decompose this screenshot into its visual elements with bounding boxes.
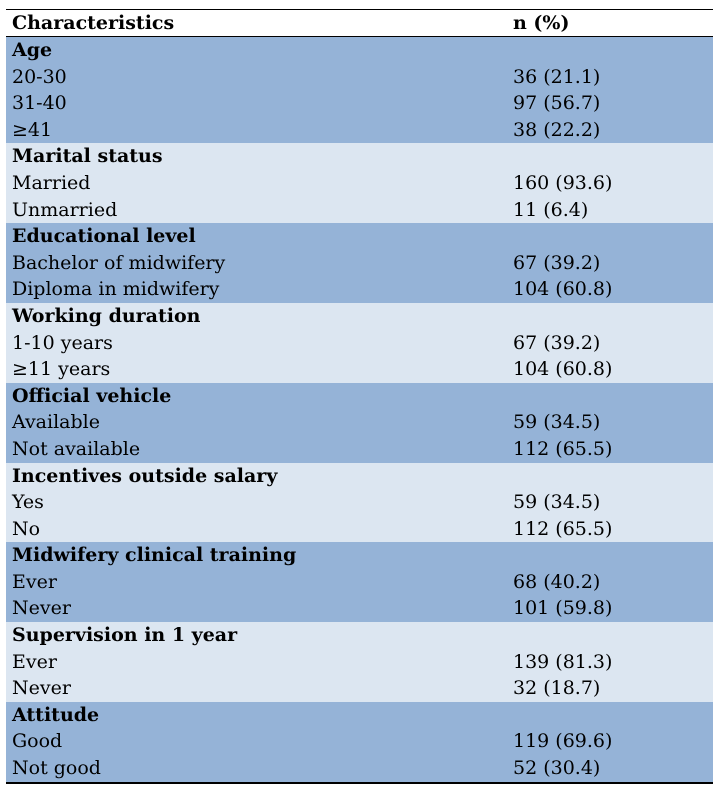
header-n-percent: n (%) xyxy=(513,12,570,34)
row-value: 11 (6.4) xyxy=(513,198,589,221)
row-label: 20-30 xyxy=(12,65,67,88)
category-label: Midwifery clinical training xyxy=(6,542,713,569)
row-value: 67 (39.2) xyxy=(513,251,601,274)
row-value: 139 (81.3) xyxy=(513,650,613,673)
table-row: Available 59 (34.5) xyxy=(6,409,713,436)
table-row: 20-30 36 (21.1) xyxy=(6,64,713,91)
row-label: Yes xyxy=(12,491,44,514)
header-characteristics: Characteristics xyxy=(12,12,175,34)
row-label: Not good xyxy=(12,757,101,780)
row-value: 112 (65.5) xyxy=(513,517,613,540)
row-value: 68 (40.2) xyxy=(513,570,601,593)
category-title: Attitude xyxy=(12,703,100,726)
category-title: Midwifery clinical training xyxy=(12,544,297,567)
row-value: 59 (34.5) xyxy=(513,491,601,514)
row-label: Bachelor of midwifery xyxy=(12,251,226,274)
category-label: Age xyxy=(6,37,713,64)
row-value: 52 (30.4) xyxy=(513,757,601,780)
category-title: Age xyxy=(12,39,53,61)
row-value: 59 (34.5) xyxy=(513,411,601,434)
table-row: No 112 (65.5) xyxy=(6,516,713,543)
row-label: Available xyxy=(12,411,100,434)
table-row: Yes 59 (34.5) xyxy=(6,489,713,516)
group-marital-status: Marital status Married 160 (93.6) Unmarri… xyxy=(6,143,713,224)
table-row: Not available 112 (65.5) xyxy=(6,436,713,463)
table-row: Ever 68 (40.2) xyxy=(6,569,713,596)
category-label: Attitude xyxy=(6,702,713,729)
row-label: Never xyxy=(12,597,71,620)
category-title: Working duration xyxy=(12,304,201,327)
row-label: ≥41 xyxy=(12,118,53,141)
table-row: Not good 52 (30.4) xyxy=(6,755,713,782)
table-row: Married 160 (93.6) xyxy=(6,170,713,197)
category-title: Supervision in 1 year xyxy=(12,624,238,647)
row-value: 67 (39.2) xyxy=(513,331,601,354)
row-value: 160 (93.6) xyxy=(513,171,613,194)
group-official-vehicle: Official vehicle Available 59 (34.5) Not … xyxy=(6,382,713,463)
category-label: Educational level xyxy=(6,223,713,250)
row-label: Ever xyxy=(12,570,57,593)
category-label: Supervision in 1 year xyxy=(6,622,713,649)
table-row: Unmarried 11 (6.4) xyxy=(6,197,713,224)
category-label: Incentives outside salary xyxy=(6,463,713,490)
row-value: 104 (60.8) xyxy=(513,278,613,301)
table-header: Characteristics n (%) xyxy=(6,10,713,37)
table-row: ≥11 years 104 (60.8) xyxy=(6,356,713,383)
category-label: Marital status xyxy=(6,143,713,170)
table-row: Diploma in midwifery 104 (60.8) xyxy=(6,276,713,303)
category-label: Official vehicle xyxy=(6,383,713,410)
table-row: Good 119 (69.6) xyxy=(6,728,713,755)
row-value: 112 (65.5) xyxy=(513,437,613,460)
table-row: 31-40 97 (56.7) xyxy=(6,90,713,117)
group-attitude: Attitude Good 119 (69.6) Not good 52 (30.4… xyxy=(6,701,713,782)
table-row: 1-10 years 67 (39.2) xyxy=(6,330,713,357)
group-educational-level: Educational level Bachelor of midwifery 6… xyxy=(6,223,713,303)
category-title: Official vehicle xyxy=(12,384,172,407)
characteristics-table: Characteristics n (%) Age 20-30 36 (21.1)… xyxy=(6,9,713,784)
row-value: 36 (21.1) xyxy=(513,65,601,88)
group-age: Age 20-30 36 (21.1) 31-40 97 (56.7) ≥41 38 … xyxy=(6,37,713,144)
row-value: 97 (56.7) xyxy=(513,92,601,115)
table-row: ≥41 38 (22.2) xyxy=(6,117,713,144)
category-title: Marital status xyxy=(12,145,163,168)
category-title: Incentives outside salary xyxy=(12,464,278,487)
category-label: Working duration xyxy=(6,303,713,330)
table-row: Never 32 (18.7) xyxy=(6,675,713,702)
row-value: 32 (18.7) xyxy=(513,677,601,700)
row-value: 38 (22.2) xyxy=(513,118,601,141)
table-row: Bachelor of midwifery 67 (39.2) xyxy=(6,250,713,277)
group-supervision: Supervision in 1 year Ever 139 (81.3) Nev… xyxy=(6,622,713,702)
group-clinical-training: Midwifery clinical training Ever 68 (40.2… xyxy=(6,542,713,623)
table-row: Never 101 (59.8) xyxy=(6,595,713,622)
row-value: 119 (69.6) xyxy=(513,730,613,753)
group-incentives: Incentives outside salary Yes 59 (34.5) N… xyxy=(6,462,713,543)
row-label: Married xyxy=(12,171,91,194)
row-label: Good xyxy=(12,730,63,753)
row-label: ≥11 years xyxy=(12,358,111,381)
row-label: Ever xyxy=(12,650,57,673)
row-label: 1-10 years xyxy=(12,331,113,354)
row-value: 101 (59.8) xyxy=(513,597,613,620)
row-value: 104 (60.8) xyxy=(513,358,613,381)
category-title: Educational level xyxy=(12,225,196,248)
row-label: Diploma in midwifery xyxy=(12,278,220,301)
row-label: 31-40 xyxy=(12,92,67,115)
table-row: Ever 139 (81.3) xyxy=(6,649,713,676)
row-label: Not available xyxy=(12,437,141,460)
group-working-duration: Working duration 1-10 years 67 (39.2) ≥11… xyxy=(6,302,713,383)
row-label: Unmarried xyxy=(12,198,118,221)
row-label: Never xyxy=(12,677,71,700)
row-label: No xyxy=(12,517,41,540)
